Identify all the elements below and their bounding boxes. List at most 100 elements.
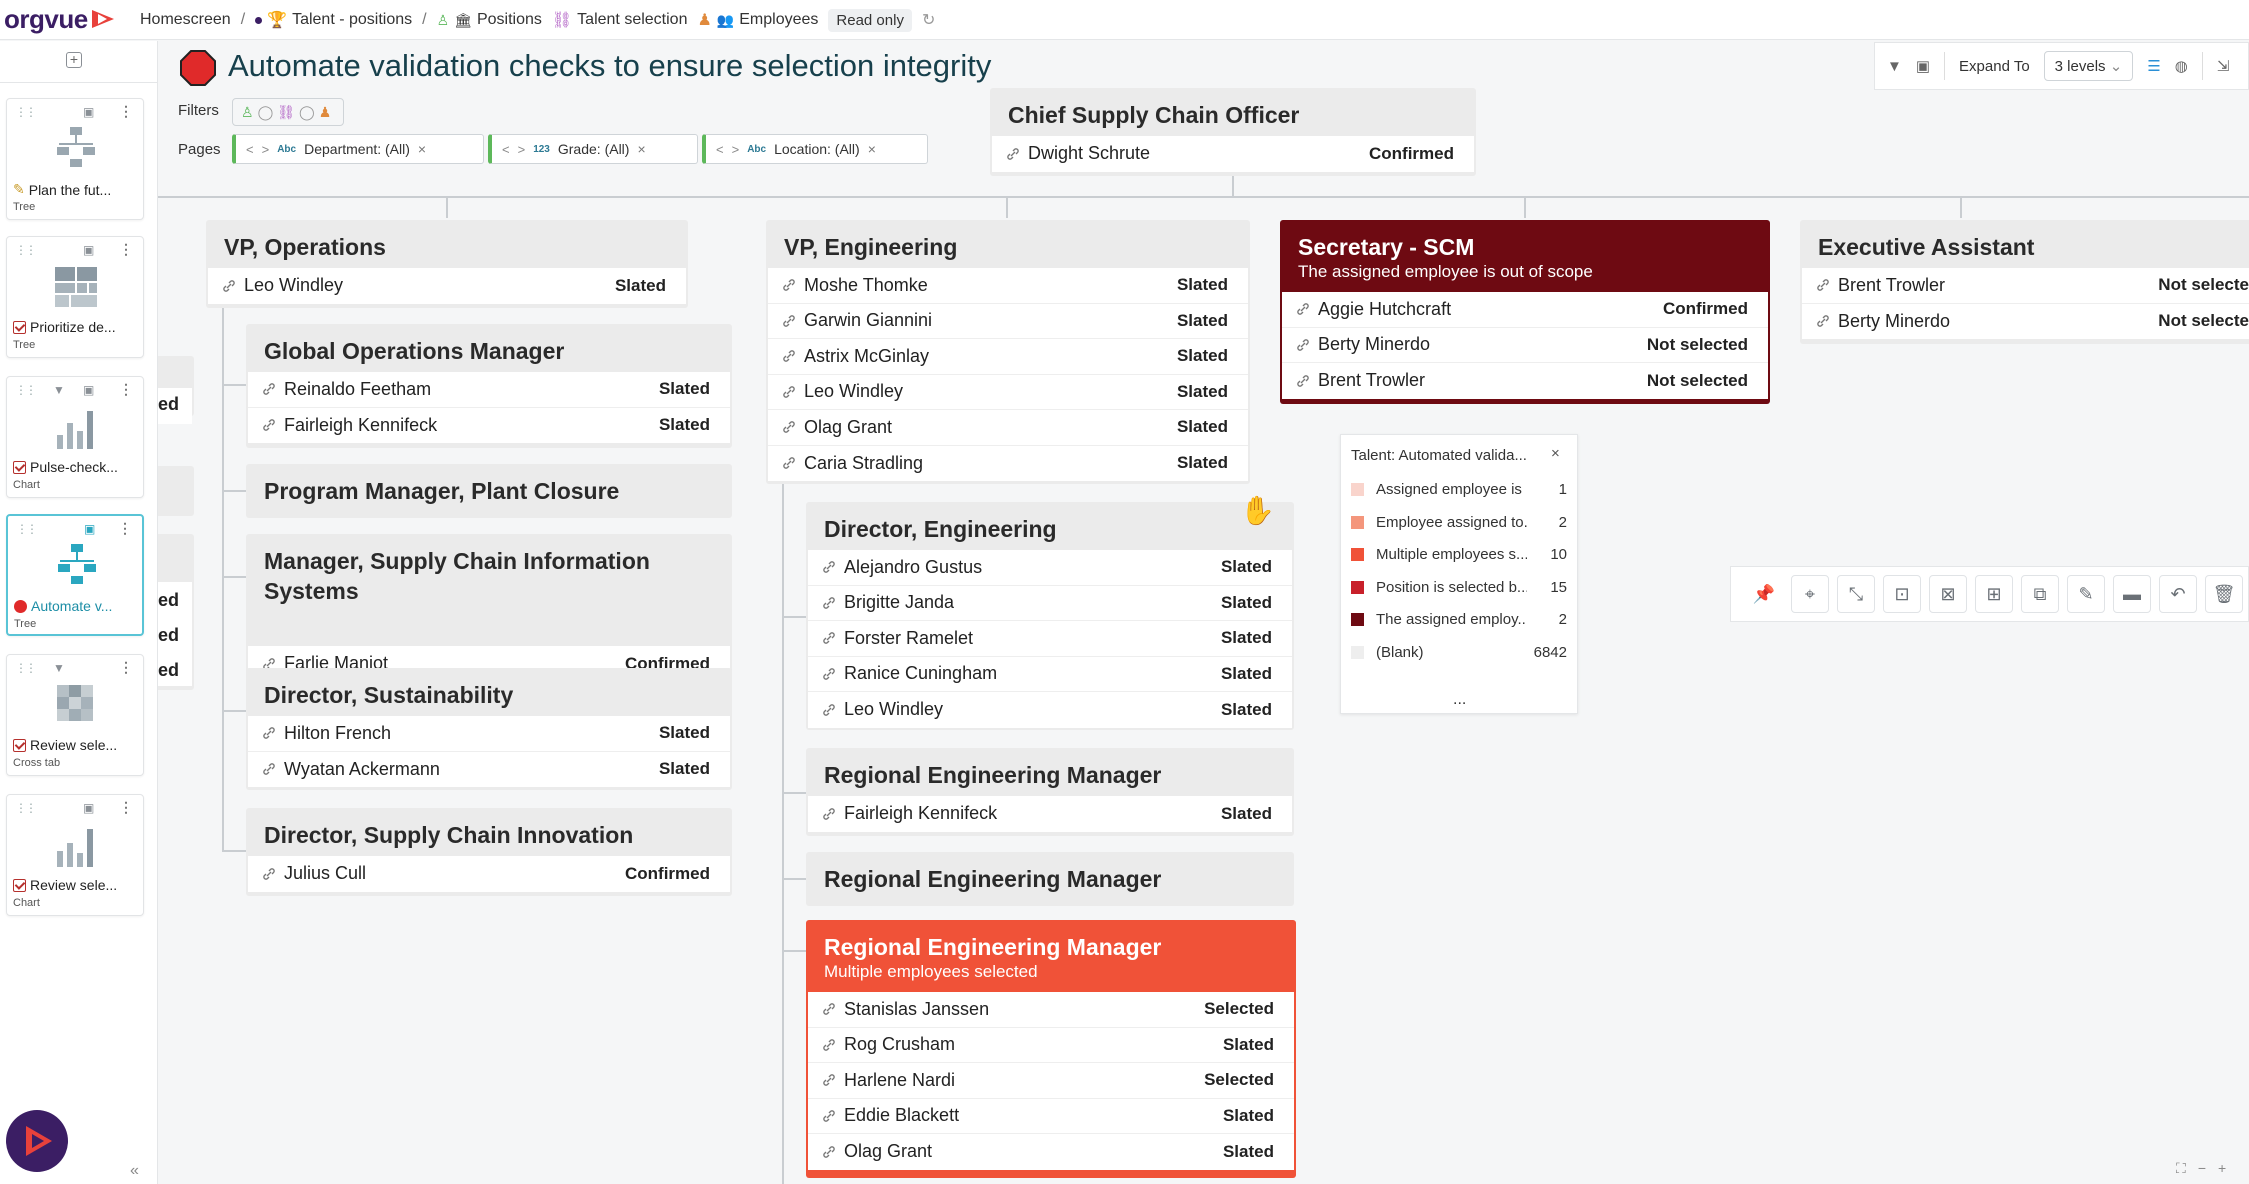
undo-icon[interactable]: ↶ [2159, 575, 2197, 613]
page-selector-location[interactable]: < > Abc Location: (All) × [702, 134, 928, 164]
clipped-node[interactable]: ed [158, 356, 194, 424]
crumb-positions[interactable]: ♙ 🏛 Positions [437, 11, 542, 29]
more-options-icon[interactable]: ⋮ [119, 659, 133, 675]
filters-box[interactable]: ♙ ◯ ⛓ ◯ ♟ [232, 98, 344, 126]
employee-row[interactable]: Astrix McGinlay Slated [768, 339, 1248, 375]
node-regional-engineering-manager-1[interactable]: Regional Engineering Manager Fairleigh K… [806, 748, 1294, 836]
chevron-right-icon[interactable]: > [731, 141, 740, 157]
crumb-homescreen[interactable]: Homescreen [140, 11, 231, 29]
node-director-engineering[interactable]: Director, Engineering Alejandro Gustus Sl… [806, 502, 1294, 730]
more-options-icon[interactable]: ⋮ [119, 381, 133, 397]
page-selector-department[interactable]: < > Abc Department: (All) × [232, 134, 484, 164]
list-view-icon[interactable]: ☰ [2147, 58, 2161, 75]
legend-item[interactable]: The assigned employ... 2 [1351, 611, 1567, 628]
pin-icon[interactable]: 📌 [1752, 583, 1776, 604]
clear-icon[interactable]: × [637, 141, 646, 157]
legend-item[interactable]: Multiple employees s... 10 [1351, 546, 1567, 563]
crumb-employees[interactable]: ♟ 👥 Employees [697, 10, 818, 30]
crumb-talent-positions[interactable]: 🏆 Talent - positions [255, 10, 412, 30]
drag-handle-icon[interactable]: ⋮⋮ [15, 243, 37, 257]
legend-item[interactable]: (Blank) 6842 [1351, 644, 1567, 661]
node-vp-operations[interactable]: VP, Operations Leo Windley Slated [206, 220, 688, 308]
page-selector-grade[interactable]: < > 123 Grade: (All) × [488, 134, 698, 164]
more-options-icon[interactable]: ⋮ [119, 799, 133, 815]
employee-row[interactable]: Brigitte Janda Slated [808, 586, 1292, 621]
zoom-area-icon[interactable]: ⊡ [1883, 575, 1921, 613]
refresh-icon[interactable]: ↻ [921, 12, 936, 29]
zoom-out-icon[interactable]: − [2197, 1160, 2206, 1176]
legend-more[interactable]: ... [1453, 691, 1467, 708]
orgvue-logo[interactable]: orgvue [4, 2, 116, 36]
node-global-operations-manager[interactable]: Global Operations Manager Reinaldo Feeth… [246, 324, 732, 448]
sidebar-card-plan[interactable]: ⋮⋮ ▣ ⋮ ✎ Plan the fut... Tree [6, 98, 144, 220]
node-secretary-scm[interactable]: Secretary - SCM The assigned employee is… [1280, 220, 1770, 404]
delete-icon[interactable]: 🗑 [2205, 575, 2243, 613]
node-executive-assistant[interactable]: Executive Assistant Brent Trowler Not sel… [1800, 220, 2249, 344]
palette-icon[interactable]: ◍ [2174, 58, 2188, 75]
employee-row[interactable]: Forster Ramelet Slated [808, 621, 1292, 657]
user-avatar[interactable] [6, 1110, 68, 1172]
legend-item[interactable]: Employee assigned to... 2 [1351, 514, 1567, 531]
drag-handle-icon[interactable]: ⋮⋮ [15, 383, 37, 397]
fullscreen-icon[interactable]: ⛶ [2176, 1160, 2186, 1176]
employee-row[interactable]: Leo Windley Slated [768, 375, 1248, 410]
employee-row[interactable]: Rog Crusham Slated [808, 1028, 1294, 1063]
node-director-supply-chain-innovation[interactable]: Director, Supply Chain Innovation Julius… [246, 808, 732, 896]
employee-row[interactable]: Eddie Blackett Slated [808, 1099, 1294, 1134]
employee-row[interactable]: Caria Stradling Slated [768, 446, 1248, 482]
filter-icon[interactable]: ▼ [1887, 57, 1902, 75]
fit-screen-icon[interactable]: ⤡ [1837, 575, 1875, 613]
node-director-sustainability[interactable]: Director, Sustainability Hilton French Sl… [246, 668, 732, 790]
drag-handle-icon[interactable]: ⋮⋮ [15, 105, 37, 119]
edit-icon[interactable]: ✎ [2067, 575, 2105, 613]
clear-icon[interactable]: × [867, 141, 876, 157]
more-options-icon[interactable]: ⋮ [119, 241, 133, 257]
chevron-right-icon[interactable]: > [517, 141, 526, 157]
legend-item[interactable]: Position is selected b... 15 [1351, 579, 1567, 596]
minimize-icon[interactable]: ▬ [2113, 575, 2151, 613]
focus-icon[interactable]: ⌖ [1791, 575, 1829, 613]
employee-row[interactable]: Olag Grant Slated [808, 1134, 1294, 1170]
employee-row[interactable]: Brent Trowler Not selecte [1802, 268, 2249, 304]
employee-row[interactable]: Stanislas Janssen Selected [808, 992, 1294, 1028]
node-regional-engineering-manager-3[interactable]: Regional Engineering Manager Multiple em… [806, 920, 1296, 1178]
employee-row[interactable]: Aggie Hutchcraft Confirmed [1282, 292, 1768, 328]
employee-row[interactable]: Dwight Schrute Confirmed [992, 136, 1474, 172]
employee-row[interactable]: Leo Windley Slated [808, 692, 1292, 728]
node-program-manager-plant-closure[interactable]: Program Manager, Plant Closure [246, 464, 732, 518]
sidebar-card-review-chart[interactable]: ⋮⋮ ▣ ⋮ Review sele... Chart [6, 794, 144, 916]
drag-handle-icon[interactable]: ⋮⋮ [16, 522, 38, 536]
node-vp-engineering[interactable]: VP, Engineering Moshe Thomke Slated Garwin… [766, 220, 1250, 484]
levels-dropdown[interactable]: 3 levels ⌄ [2043, 51, 2134, 81]
zoom-in-icon[interactable]: + [2218, 1160, 2227, 1176]
legend-item[interactable]: Assigned employee is ... 1 [1351, 481, 1567, 498]
employee-row[interactable]: Berty Minerdo Not selecte [1802, 304, 2249, 340]
clear-icon[interactable]: × [417, 141, 427, 157]
node-regional-engineering-manager-2[interactable]: Regional Engineering Manager [806, 852, 1294, 906]
drag-handle-icon[interactable]: ⋮⋮ [15, 801, 37, 815]
employee-row[interactable]: Reinaldo Feetham Slated [248, 372, 730, 408]
export-icon[interactable]: ⇲ [2216, 58, 2230, 75]
chevron-left-icon[interactable]: < [502, 141, 510, 157]
more-options-icon[interactable]: ⋮ [118, 520, 132, 536]
chevron-right-icon[interactable]: > [261, 141, 270, 157]
node-manager-supply-chain-info-systems[interactable]: Manager, Supply Chain Information Systems… [246, 534, 732, 690]
employee-row[interactable]: Berty Minerdo Not selected [1282, 328, 1768, 363]
sidebar-card-automate[interactable]: ⋮⋮ ▣ ⋮ Automate v... Tree [6, 514, 144, 636]
duplicate-icon[interactable]: ⧉ [2021, 575, 2059, 613]
add-node-icon[interactable]: ⊞ [1975, 575, 2013, 613]
chevron-left-icon[interactable]: < [246, 141, 254, 157]
clipped-node[interactable] [158, 466, 194, 516]
drag-handle-icon[interactable]: ⋮⋮ [15, 661, 37, 675]
collapse-sidebar-icon[interactable]: « [130, 1162, 139, 1179]
employee-row[interactable]: Garwin Giannini Slated [768, 304, 1248, 339]
more-options-icon[interactable]: ⋮ [119, 103, 133, 119]
export-image-icon[interactable]: ⊠ [1929, 575, 1967, 613]
node-chief-supply-chain-officer[interactable]: Chief Supply Chain Officer Dwight Schrut… [990, 88, 1476, 176]
employee-row[interactable]: Wyatan Ackermann Slated [248, 752, 730, 788]
comment-icon[interactable]: ▣ [1915, 58, 1931, 75]
add-view-button[interactable]: + [66, 52, 82, 68]
sidebar-card-prioritize[interactable]: ⋮⋮ ▣ ⋮ Prioritize de... Tree [6, 236, 144, 358]
employee-row[interactable]: Brent Trowler Not selected [1282, 363, 1768, 399]
employee-row[interactable]: Ranice Cuningham Slated [808, 657, 1292, 692]
